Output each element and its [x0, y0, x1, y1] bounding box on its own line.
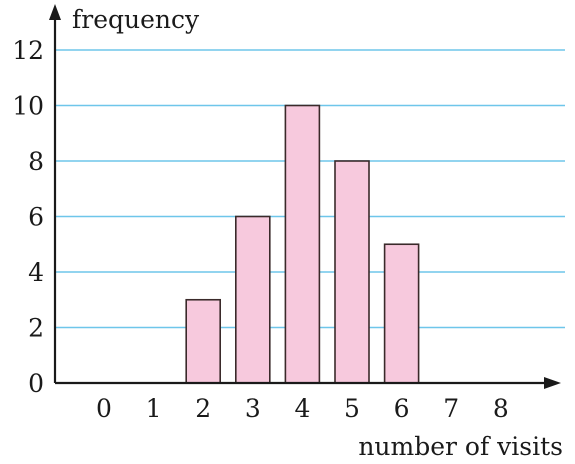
y-tick-label: 8: [28, 147, 44, 176]
x-tick-label: 3: [245, 394, 261, 423]
x-tick-labels: 0 1 2 3 4 5 6 7 8: [96, 394, 509, 423]
y-tick-label: 2: [28, 314, 44, 343]
bar-6: [383, 243, 420, 384]
x-axis-arrow-icon: [544, 377, 561, 389]
x-tick-label: 6: [394, 394, 410, 423]
axes: [49, 4, 561, 389]
y-axis-title: frequency: [72, 5, 200, 34]
x-tick-label: 5: [344, 394, 360, 423]
x-tick-label: 0: [96, 394, 112, 423]
y-tick-label: 12: [12, 36, 44, 65]
x-tick-label: 7: [443, 394, 459, 423]
bar-5: [334, 160, 370, 384]
x-tick-label: 2: [195, 394, 211, 423]
y-axis-arrow-icon: [49, 4, 61, 20]
bars: [185, 104, 420, 384]
y-tick-label: 6: [28, 203, 44, 232]
bar-3: [235, 215, 271, 384]
y-tick-labels: 0 2 4 6 8 10 12: [12, 36, 44, 398]
y-tick-label: 10: [12, 92, 44, 121]
x-tick-label: 8: [493, 394, 509, 423]
y-tick-label: 0: [28, 369, 44, 398]
x-tick-label: 1: [146, 394, 162, 423]
x-axis-title: number of visits: [358, 432, 563, 461]
bar-4: [284, 104, 321, 384]
y-tick-label: 4: [28, 258, 44, 287]
x-tick-label: 4: [294, 394, 310, 423]
bar-2: [185, 298, 221, 384]
